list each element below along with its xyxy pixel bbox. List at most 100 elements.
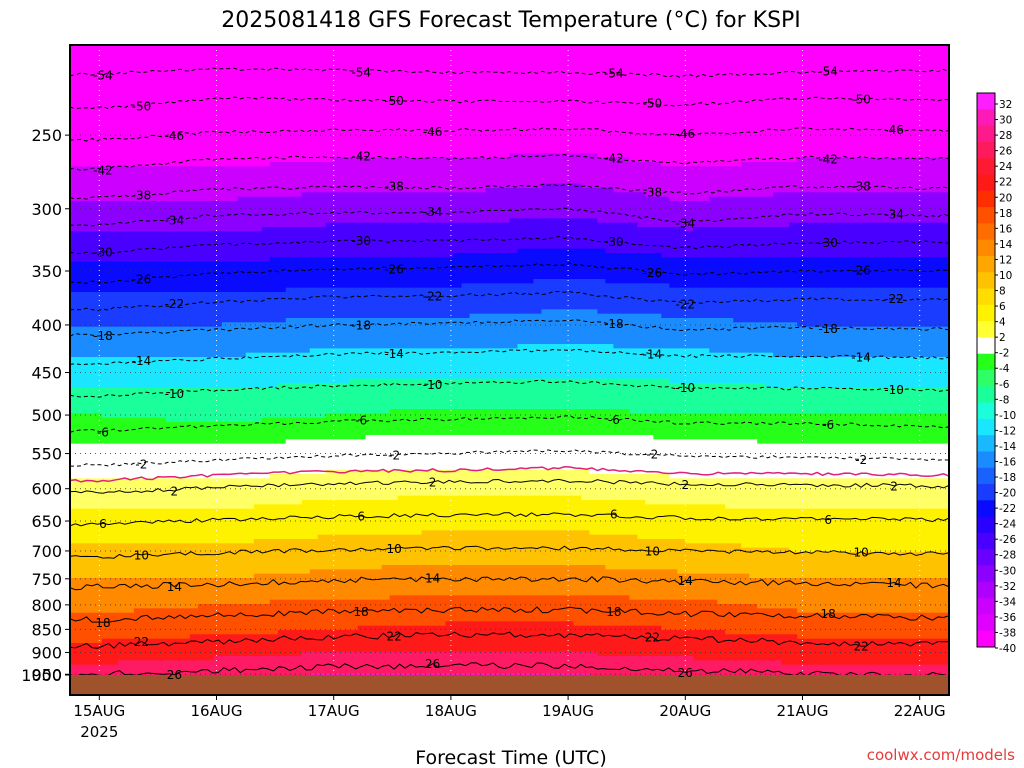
temperature-cell — [285, 443, 295, 449]
temperature-cell — [117, 521, 127, 527]
temperature-cell — [70, 166, 79, 172]
temperature-cell — [245, 153, 255, 159]
temperature-cell — [333, 101, 343, 107]
temperature-cell — [149, 144, 159, 150]
temperature-cell — [205, 547, 215, 553]
temperature-cell — [325, 552, 335, 557]
temperature-cell — [93, 595, 103, 601]
temperature-cell — [245, 621, 255, 627]
temperature-cell — [70, 201, 79, 206]
temperature-cell — [301, 365, 311, 371]
temperature-cell — [317, 326, 327, 332]
temperature-cell — [309, 53, 319, 59]
temperature-cell — [325, 45, 335, 50]
temperature-cell — [325, 565, 335, 570]
temperature-cell — [293, 192, 303, 198]
temperature-cell — [325, 578, 335, 583]
temperature-cell — [333, 118, 343, 124]
temperature-cell — [221, 339, 231, 345]
temperature-cell — [85, 266, 95, 271]
temperature-cell — [189, 140, 199, 146]
temperature-cell — [325, 387, 335, 393]
temperature-cell — [333, 75, 343, 81]
temperature-cell — [213, 539, 223, 544]
temperature-cell — [101, 417, 111, 423]
temperature-cell — [165, 123, 175, 128]
temperature-cell — [237, 361, 247, 367]
temperature-cell — [229, 218, 239, 224]
temperature-cell — [173, 53, 183, 59]
temperature-cell — [261, 62, 271, 68]
temperature-cell — [221, 651, 231, 657]
temperature-cell — [213, 396, 223, 401]
temperature-cell — [221, 599, 231, 605]
temperature-cell — [285, 348, 295, 354]
temperature-cell — [245, 123, 255, 128]
temperature-cell — [181, 461, 191, 466]
temperature-cell — [269, 222, 279, 228]
temperature-cell — [141, 348, 151, 354]
temperature-cell — [261, 638, 271, 644]
temperature-cell — [197, 569, 207, 575]
temperature-cell — [285, 257, 295, 263]
temperature-cell — [245, 201, 255, 206]
temperature-cell — [309, 209, 319, 215]
temperature-cell — [93, 300, 103, 306]
temperature-cell — [125, 638, 135, 644]
temperature-cell — [181, 192, 191, 198]
temperature-cell — [293, 166, 303, 172]
temperature-cell — [173, 612, 183, 618]
temperature-cell — [325, 478, 335, 484]
temperature-cell — [317, 474, 327, 479]
temperature-cell — [165, 361, 175, 367]
temperature-cell — [181, 227, 191, 232]
temperature-cell — [141, 305, 151, 310]
temperature-cell — [285, 643, 295, 648]
temperature-cell — [213, 270, 223, 276]
temperature-cell — [109, 344, 119, 349]
temperature-cell — [109, 582, 119, 588]
temperature-cell — [325, 118, 335, 124]
temperature-cell — [133, 326, 143, 332]
temperature-cell — [277, 595, 287, 601]
temperature-cell — [85, 270, 95, 276]
temperature-cell — [181, 287, 191, 293]
temperature-cell — [277, 170, 287, 176]
temperature-cell — [285, 465, 295, 471]
temperature-cell — [189, 426, 199, 432]
temperature-cell — [221, 188, 231, 193]
temperature-cell — [277, 339, 287, 345]
temperature-cell — [317, 214, 327, 219]
temperature-cell — [197, 205, 207, 211]
temperature-cell — [221, 656, 231, 661]
temperature-cell — [317, 45, 327, 50]
temperature-cell — [309, 461, 319, 466]
temperature-cell — [189, 222, 199, 228]
temperature-cell — [293, 170, 303, 176]
temperature-cell — [149, 599, 159, 605]
temperature-cell — [181, 188, 191, 193]
temperature-cell — [269, 443, 279, 449]
temperature-cell — [229, 569, 239, 575]
temperature-cell — [181, 149, 191, 154]
temperature-cell — [93, 391, 103, 397]
temperature-cell — [229, 192, 239, 198]
temperature-cell — [77, 131, 87, 137]
temperature-cell — [277, 131, 287, 137]
temperature-cell — [70, 478, 79, 484]
temperature-cell — [85, 196, 95, 202]
temperature-cell — [181, 534, 191, 540]
temperature-cell — [141, 144, 151, 150]
temperature-cell — [317, 235, 327, 241]
temperature-cell — [317, 435, 327, 440]
temperature-cell — [173, 114, 183, 120]
temperature-cell — [317, 448, 327, 453]
temperature-cell — [237, 318, 247, 323]
temperature-cell — [221, 218, 231, 224]
temperature-cell — [325, 196, 335, 202]
temperature-cell — [309, 183, 319, 189]
temperature-cell — [101, 664, 111, 670]
temperature-cell — [149, 547, 159, 553]
temperature-cell — [213, 378, 223, 384]
temperature-cell — [301, 287, 311, 293]
